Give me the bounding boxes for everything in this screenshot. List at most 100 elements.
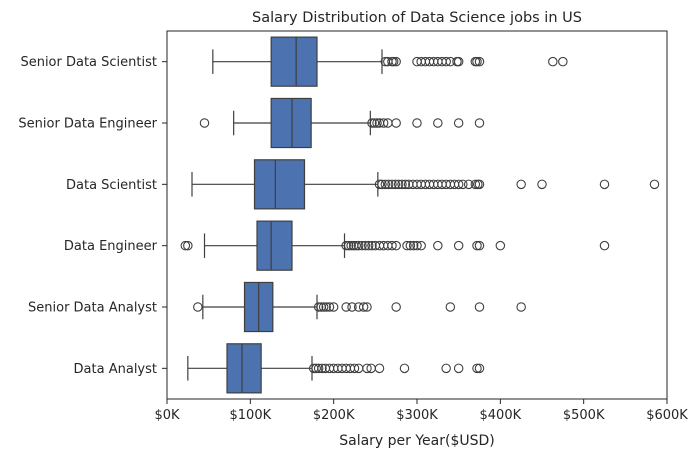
outlier-point (328, 302, 339, 312)
x-tick-label: $200K (313, 408, 355, 423)
outlier-point (433, 118, 443, 128)
iqr-box (256, 220, 293, 271)
box-data-analyst (187, 343, 485, 394)
outlier-point (383, 179, 394, 190)
outlier-point (470, 179, 481, 190)
outlier-point (380, 179, 391, 190)
iqr-box (226, 343, 262, 394)
outlier-point (474, 240, 485, 251)
outlier-point (367, 240, 377, 251)
y-tick-label: Senior Data Engineer (18, 117, 157, 132)
outlier-point (390, 179, 401, 190)
outlier-point (391, 56, 401, 67)
outlier-point (445, 302, 456, 312)
outlier-point (516, 179, 526, 190)
outlier-point (180, 240, 191, 251)
outlier-point (324, 302, 335, 312)
iqr-box (270, 36, 318, 87)
outlier-point (453, 56, 464, 67)
outlier-point (183, 240, 193, 251)
outlier-point (458, 179, 468, 190)
outlier-point (391, 302, 401, 312)
outlier-point (321, 302, 331, 312)
outlier-point (377, 179, 387, 190)
outlier-point (416, 240, 426, 251)
outlier-point (362, 302, 372, 312)
outlier-point (391, 240, 401, 251)
outlier-point (357, 240, 367, 251)
outlier-point (346, 240, 356, 251)
outlier-point (360, 240, 371, 251)
outlier-point (474, 179, 485, 190)
outlier-point (388, 56, 399, 67)
outlier-point (367, 118, 377, 128)
outlier-point (400, 179, 411, 190)
outlier-point (472, 56, 482, 67)
outlier-point (387, 240, 397, 251)
box-senior-data-scientist (212, 36, 568, 87)
outlier-point (369, 118, 380, 128)
outlier-point (649, 179, 660, 190)
outlier-point (433, 240, 443, 251)
outlier-point (363, 240, 374, 251)
box-senior-data-engineer (199, 97, 485, 149)
y-tick-label: Data Engineer (64, 239, 158, 254)
outlier-point (599, 179, 610, 190)
outlier-point (453, 240, 464, 251)
outlier-point (347, 302, 357, 312)
outlier-point (349, 363, 360, 374)
outlier-point (408, 240, 419, 251)
boxplot-series (180, 36, 660, 394)
iqr-box (253, 159, 306, 210)
outlier-point (391, 118, 401, 128)
outlier-point (193, 302, 203, 312)
y-tick-label: Senior Data Analyst (28, 301, 157, 316)
outlier-point (474, 363, 485, 374)
outlier-point (474, 118, 485, 128)
outlier-point (441, 56, 451, 67)
outlier-point (374, 363, 385, 374)
x-tick-label: $0K (154, 408, 180, 423)
outlier-point (341, 302, 351, 312)
y-tick-label: Data Scientist (66, 178, 157, 193)
box-data-scientist (191, 159, 660, 210)
box-data-engineer (180, 220, 610, 271)
outlier-point (378, 118, 389, 128)
outlier-point (199, 118, 210, 128)
y-tick-label: Senior Data Scientist (20, 55, 157, 70)
outlier-point (362, 363, 372, 374)
x-axis-label: Salary per Year($USD) (339, 433, 495, 449)
x-axis: $0K $100K $200K $300K $400K $500K $600K (154, 399, 688, 423)
outlier-point (548, 56, 558, 67)
outlier-point (311, 363, 321, 374)
outlier-point (317, 363, 327, 374)
outlier-point (558, 56, 568, 67)
outlier-point (313, 363, 324, 374)
outlier-point (343, 240, 354, 251)
outlier-point (516, 302, 526, 312)
plot-frame (166, 30, 668, 400)
outlier-point (474, 302, 485, 312)
outlier-point (495, 240, 506, 251)
outlier-point (393, 179, 404, 190)
outlier-point (537, 179, 547, 190)
outlier-point (463, 179, 474, 190)
outlier-point (412, 240, 422, 251)
x-tick-label: $100K (230, 408, 272, 423)
outlier-point (472, 363, 482, 374)
outlier-point (341, 240, 351, 251)
y-axis: Senior Data Scientist Senior Data Enginee… (18, 55, 167, 377)
outlier-point (358, 302, 369, 312)
iqr-box (270, 97, 312, 149)
y-tick-label: Data Analyst (74, 362, 157, 377)
outlier-point (387, 179, 397, 190)
outlier-point (353, 240, 364, 251)
outlier-point (453, 363, 464, 374)
outlier-point (405, 240, 416, 251)
outlier-point (397, 179, 407, 190)
x-tick-label: $500K (563, 408, 605, 423)
chart-title: Salary Distribution of Data Science jobs… (252, 10, 582, 26)
outlier-point (453, 179, 464, 190)
outlier-point (372, 118, 382, 128)
